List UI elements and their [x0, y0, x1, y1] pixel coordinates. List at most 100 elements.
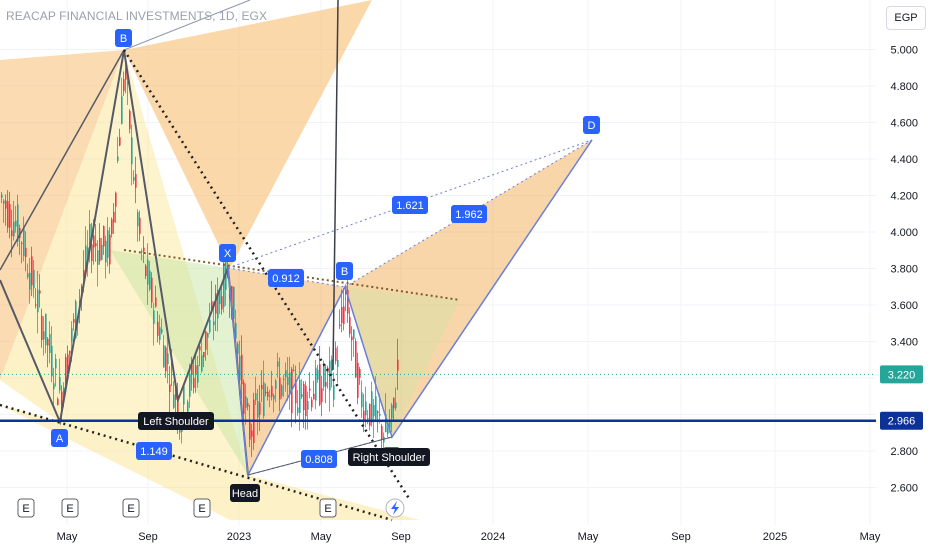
candle-body — [143, 247, 145, 252]
x-tick-label: 2025 — [763, 531, 787, 543]
candle-body — [387, 428, 389, 434]
candle-body — [389, 420, 391, 429]
candle-body — [197, 365, 199, 383]
candle-body — [311, 399, 313, 408]
candle-body — [183, 385, 185, 405]
x-tick-label: Sep — [671, 531, 691, 543]
point-x[interactable]: X — [219, 244, 236, 262]
y-tick-label: 2.800 — [890, 446, 918, 458]
lightning-icon[interactable] — [385, 498, 405, 518]
candle-body — [73, 319, 75, 323]
candle-body — [233, 286, 235, 319]
candle-body — [245, 396, 247, 408]
candle-body — [23, 226, 25, 257]
candle-body — [31, 256, 33, 286]
candle-body — [347, 289, 349, 314]
earnings-marker[interactable]: E — [193, 498, 211, 518]
candle-body — [103, 226, 105, 247]
svg-text:Right Shoulder: Right Shoulder — [353, 452, 426, 464]
candle-body — [369, 403, 371, 426]
candle-body — [95, 243, 97, 246]
svg-text:B: B — [120, 33, 127, 45]
candle-body — [287, 376, 289, 385]
candle-body — [305, 385, 307, 417]
label-left-shoulder[interactable]: Left Shoulder — [138, 412, 214, 430]
ratio-0808[interactable]: 0.808 — [301, 450, 337, 468]
price-axis: 5.000 4.800 4.600 4.400 4.200 4.000 3.800 3.600… — [877, 0, 932, 550]
svg-text:E: E — [127, 503, 134, 515]
candle-body — [199, 346, 201, 351]
candle-body — [107, 230, 109, 258]
svg-text:E: E — [22, 503, 29, 515]
candle-body — [295, 380, 297, 404]
candle-body — [35, 304, 37, 306]
candle-body — [317, 369, 319, 380]
candle-body — [195, 365, 197, 374]
x-tick-label: May — [311, 531, 332, 543]
y-tick-label: 3.600 — [890, 300, 918, 312]
candle-body — [297, 407, 299, 413]
pattern-fill-yellow-left — [0, 50, 124, 422]
label-right-shoulder[interactable]: Right Shoulder — [348, 448, 430, 466]
candle-body — [161, 329, 163, 333]
x-to-d-dotted — [227, 139, 593, 269]
candle-body — [209, 319, 211, 333]
svg-text:D: D — [588, 120, 596, 132]
y-tick-label: 4.000 — [890, 227, 918, 239]
chart-title: REACAP FINANCIAL INVESTMENTS, 1D, EGX — [6, 9, 268, 23]
candle-body — [315, 367, 317, 401]
point-b-prior[interactable]: B — [115, 29, 132, 47]
earnings-marker[interactable]: E — [17, 498, 35, 518]
candle-body — [349, 317, 351, 334]
svg-text:B: B — [341, 266, 348, 278]
candle-body — [393, 397, 395, 409]
candle-body — [247, 403, 249, 407]
candle-body — [277, 361, 279, 367]
candle-body — [255, 393, 257, 401]
earnings-marker[interactable]: E — [122, 498, 140, 518]
ratio-0912[interactable]: 0.912 — [268, 269, 304, 287]
candle-body — [359, 369, 361, 378]
ratio-1962[interactable]: 1.962 — [451, 205, 487, 223]
svg-text:0.808: 0.808 — [305, 454, 333, 466]
candle-body — [127, 81, 129, 85]
candle-body — [157, 321, 159, 336]
pattern-fill-yellow-bottom — [0, 405, 420, 520]
candle-body — [301, 394, 303, 398]
y-tick-label: 4.200 — [890, 191, 918, 203]
support-price-tag: 2.966 — [880, 411, 923, 430]
point-a-prior[interactable]: A — [51, 429, 68, 447]
candle-body — [83, 269, 85, 278]
candle-body — [51, 345, 53, 377]
candle-body — [355, 341, 357, 378]
time-axis: May Sep 2023 May Sep 2024 May Sep 2025 May — [57, 531, 881, 543]
ratio-1149[interactable]: 1.149 — [136, 442, 172, 460]
candle-body — [239, 355, 241, 381]
earnings-marker[interactable]: E — [61, 498, 79, 518]
candle-body — [395, 402, 397, 409]
candle-body — [293, 369, 295, 371]
svg-text:Head: Head — [232, 488, 258, 500]
candle-body — [265, 391, 267, 394]
earnings-marker[interactable]: E — [319, 498, 337, 518]
point-d[interactable]: D — [583, 116, 600, 134]
candle-body — [243, 382, 245, 414]
candle-body — [19, 228, 21, 238]
candle-body — [285, 370, 287, 378]
y-tick-label: 4.600 — [890, 118, 918, 130]
candle-body — [237, 343, 239, 354]
candle-body — [37, 289, 39, 313]
candle-body — [109, 234, 111, 265]
point-b[interactable]: B — [336, 262, 353, 280]
candle-body — [59, 377, 61, 391]
currency-button[interactable]: EGP — [886, 6, 926, 30]
label-head[interactable]: Head — [230, 484, 260, 502]
candle-body — [155, 297, 157, 307]
ratio-1621[interactable]: 1.621 — [392, 196, 428, 214]
candle-body — [45, 313, 47, 346]
candle-body — [93, 235, 95, 248]
svg-text:0.912: 0.912 — [272, 273, 300, 285]
candle-body — [313, 393, 315, 400]
candle-body — [67, 354, 69, 379]
